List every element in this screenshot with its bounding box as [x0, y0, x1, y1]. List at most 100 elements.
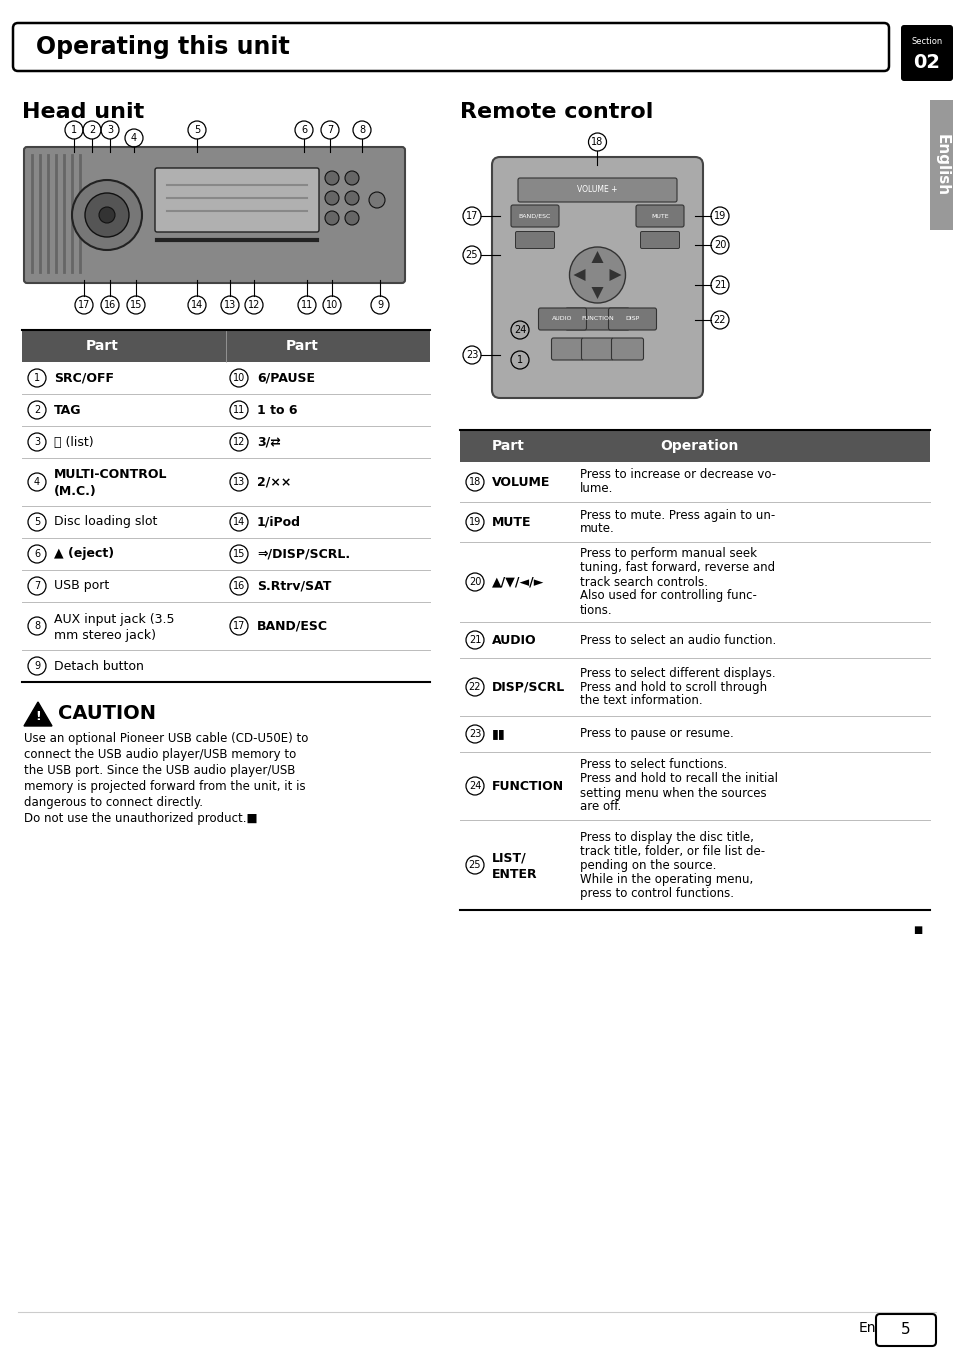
Text: setting menu when the sources: setting menu when the sources: [579, 787, 766, 799]
Text: 14: 14: [233, 516, 245, 527]
FancyBboxPatch shape: [581, 338, 613, 360]
Text: connect the USB audio player/USB memory to: connect the USB audio player/USB memory …: [24, 748, 296, 761]
Text: Part: Part: [491, 439, 524, 453]
Text: Operation: Operation: [659, 439, 738, 453]
Text: 4: 4: [131, 132, 137, 143]
Polygon shape: [591, 251, 603, 264]
Text: tuning, fast forward, reverse and: tuning, fast forward, reverse and: [579, 561, 774, 575]
Bar: [459, 821, 929, 910]
FancyBboxPatch shape: [875, 1314, 935, 1347]
Bar: [22, 330, 430, 362]
Bar: [22, 506, 430, 538]
Text: USB port: USB port: [54, 580, 110, 592]
Text: 10: 10: [233, 373, 245, 383]
Text: Remote control: Remote control: [459, 101, 653, 122]
Text: 1: 1: [517, 356, 522, 365]
Text: Also used for controlling func-: Also used for controlling func-: [579, 589, 756, 603]
Bar: [22, 426, 430, 458]
Text: MULTI-CONTROL: MULTI-CONTROL: [54, 469, 168, 481]
Text: Press and hold to recall the initial: Press and hold to recall the initial: [579, 772, 778, 786]
Text: VOLUME: VOLUME: [492, 476, 550, 488]
Bar: [22, 458, 430, 506]
Text: 8: 8: [358, 124, 365, 135]
FancyBboxPatch shape: [24, 147, 405, 283]
Text: 1 to 6: 1 to 6: [256, 403, 297, 416]
Text: SRC/OFF: SRC/OFF: [54, 372, 113, 384]
Text: ⌕ (list): ⌕ (list): [54, 435, 93, 449]
Text: 25: 25: [468, 860, 480, 869]
Bar: [929, 100, 953, 230]
Text: Part: Part: [86, 339, 118, 353]
Text: 11: 11: [233, 406, 245, 415]
Text: 5: 5: [34, 516, 40, 527]
Text: 2: 2: [89, 124, 95, 135]
Circle shape: [345, 211, 358, 224]
Bar: [22, 571, 430, 602]
Bar: [459, 752, 929, 821]
FancyBboxPatch shape: [515, 231, 554, 249]
Text: 3: 3: [107, 124, 113, 135]
Text: Part: Part: [285, 339, 318, 353]
Text: ▲/▼/◄/►: ▲/▼/◄/►: [492, 576, 544, 588]
Bar: [459, 430, 929, 462]
Text: MUTE: MUTE: [492, 515, 531, 529]
Text: VOLUME +: VOLUME +: [577, 185, 618, 195]
Text: 1/iPod: 1/iPod: [256, 515, 301, 529]
FancyBboxPatch shape: [517, 178, 677, 201]
Text: 2: 2: [34, 406, 40, 415]
Bar: [459, 462, 929, 502]
Text: 16: 16: [233, 581, 245, 591]
Text: BAND/ESC: BAND/ESC: [518, 214, 551, 219]
Circle shape: [71, 180, 142, 250]
Text: 18: 18: [468, 477, 480, 487]
Text: 11: 11: [300, 300, 313, 310]
Text: !: !: [35, 710, 41, 722]
Text: En: En: [858, 1321, 875, 1334]
Text: 5: 5: [901, 1322, 910, 1337]
Text: While in the operating menu,: While in the operating menu,: [579, 872, 753, 886]
Text: 19: 19: [713, 211, 725, 220]
Text: 6: 6: [300, 124, 307, 135]
Text: 7: 7: [34, 581, 40, 591]
Text: Press to display the disc title,: Press to display the disc title,: [579, 830, 753, 844]
Text: 02: 02: [913, 53, 940, 72]
FancyBboxPatch shape: [565, 308, 629, 330]
Text: AUDIO: AUDIO: [492, 634, 536, 646]
Text: 3: 3: [34, 437, 40, 448]
Text: Press to mute. Press again to un-: Press to mute. Press again to un-: [579, 508, 775, 522]
Text: memory is projected forward from the unit, it is: memory is projected forward from the uni…: [24, 780, 305, 794]
Circle shape: [325, 191, 338, 206]
Text: 4: 4: [34, 477, 40, 487]
Text: DISP: DISP: [625, 316, 639, 322]
Text: MUTE: MUTE: [651, 214, 668, 219]
Text: (M.C.): (M.C.): [54, 484, 96, 498]
Text: 21: 21: [713, 280, 725, 289]
Text: mm stereo jack): mm stereo jack): [54, 629, 156, 641]
Text: ■: ■: [912, 925, 921, 936]
Text: 9: 9: [34, 661, 40, 671]
Text: DISP/SCRL: DISP/SCRL: [492, 680, 565, 694]
FancyBboxPatch shape: [608, 308, 656, 330]
Text: 23: 23: [468, 729, 480, 740]
Text: 3/⇄: 3/⇄: [256, 435, 280, 449]
Text: pending on the source.: pending on the source.: [579, 859, 716, 872]
Text: Press to perform manual seek: Press to perform manual seek: [579, 548, 757, 561]
Circle shape: [99, 207, 115, 223]
FancyBboxPatch shape: [551, 338, 583, 360]
Bar: [22, 362, 430, 393]
Text: 2/××: 2/××: [256, 476, 291, 488]
FancyBboxPatch shape: [900, 24, 952, 81]
Text: FUNCTION: FUNCTION: [492, 780, 563, 792]
Text: 6: 6: [34, 549, 40, 558]
Circle shape: [85, 193, 129, 237]
Text: ▮▮: ▮▮: [492, 727, 505, 741]
Text: Press to select an audio function.: Press to select an audio function.: [579, 634, 776, 646]
Text: Press to select different displays.: Press to select different displays.: [579, 667, 775, 680]
Text: track search controls.: track search controls.: [579, 576, 707, 588]
Text: Do not use the unauthorized product.■: Do not use the unauthorized product.■: [24, 813, 257, 825]
Text: S.Rtrv/SAT: S.Rtrv/SAT: [256, 580, 331, 592]
Text: AUX input jack (3.5: AUX input jack (3.5: [54, 612, 174, 626]
Text: 19: 19: [468, 516, 480, 527]
FancyBboxPatch shape: [511, 206, 558, 227]
Text: 16: 16: [104, 300, 116, 310]
